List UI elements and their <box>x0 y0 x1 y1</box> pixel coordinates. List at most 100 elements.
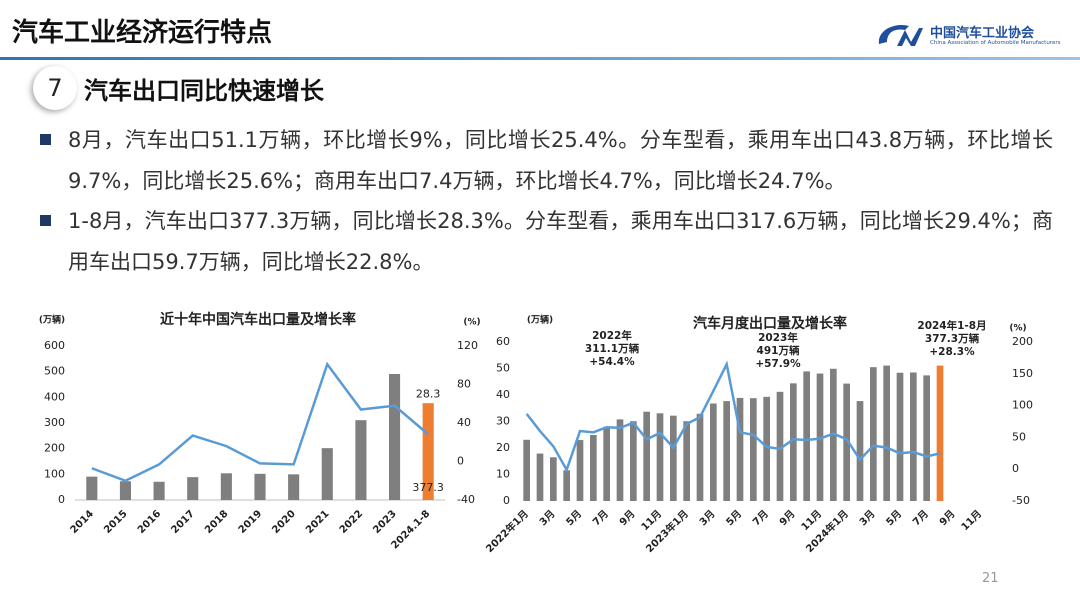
x-tick-label: 9月 <box>617 508 637 528</box>
y-tick-label: 300 <box>44 416 65 429</box>
bar <box>936 365 944 501</box>
bar <box>790 383 797 501</box>
y2-tick-label: 0 <box>1012 462 1019 475</box>
line <box>525 360 941 473</box>
chart-title: 汽车月度出口量及增长率 <box>693 315 847 332</box>
y-tick-label: 50 <box>496 362 510 375</box>
bar <box>696 413 704 501</box>
x-tick-label: 7月 <box>910 508 930 528</box>
org-name: 中国汽车工业协会 <box>930 26 1035 41</box>
bar <box>523 439 530 501</box>
x-tick-label: 2018 <box>203 508 230 535</box>
bar <box>603 426 610 501</box>
x-tick-label: 5月 <box>884 508 904 528</box>
x-tick-label: 2017 <box>170 508 197 535</box>
y-axis-label: (万辆) <box>527 314 553 326</box>
y-tick-label: 40 <box>496 388 510 401</box>
y-tick-label: 0 <box>503 494 510 507</box>
x-tick-label: 2020 <box>270 508 297 535</box>
y2-tick-label: 40 <box>457 416 471 429</box>
bar <box>843 383 850 501</box>
bar <box>355 420 367 500</box>
annotation: 491万辆 <box>757 344 800 357</box>
annotation: 377.3万辆 <box>925 332 980 345</box>
bar <box>288 474 300 500</box>
y-tick-label: 500 <box>44 365 65 378</box>
y-tick-label: 30 <box>496 415 510 428</box>
annotation: +54.4% <box>589 356 635 368</box>
x-tick-label: 5月 <box>564 508 584 528</box>
bar <box>643 411 650 501</box>
y2-tick-label: 200 <box>1012 335 1033 348</box>
slide-title: 汽车工业经济运行特点 <box>12 18 273 48</box>
x-tick-label: 5月 <box>724 508 744 528</box>
annotation: 311.1万辆 <box>585 342 640 355</box>
y-axis-label: (万辆) <box>39 314 65 326</box>
y2-tick-label: 100 <box>1012 399 1033 412</box>
bullet-marker <box>40 134 51 145</box>
section-title: 汽车出口同比快速增长 <box>84 77 324 105</box>
x-tick-label: 2016 <box>136 508 163 535</box>
org-name-en: China Association of Automobile Manufact… <box>930 40 1061 46</box>
x-tick-label: 2021 <box>304 508 331 535</box>
bar <box>187 477 199 500</box>
x-tick-label: 9月 <box>777 508 797 528</box>
bar <box>870 367 877 501</box>
x-tick-label: 2014 <box>69 508 96 535</box>
bar <box>254 473 266 500</box>
section-number: 7 <box>33 66 77 110</box>
bullet-marker <box>40 215 51 226</box>
bar <box>670 415 677 501</box>
bar <box>883 365 890 501</box>
data-label: 28.3 <box>416 387 441 400</box>
bar <box>856 401 864 501</box>
y2-tick-label: 80 <box>457 378 471 391</box>
bar <box>923 375 930 501</box>
y2-tick-label: -40 <box>457 493 475 506</box>
y-tick-label: 200 <box>44 442 65 455</box>
y-tick-label: 400 <box>44 390 65 403</box>
x-tick-label: 3月 <box>537 508 557 528</box>
x-tick-label: 11月 <box>959 508 984 533</box>
x-tick-label: 2019 <box>237 508 264 535</box>
bar <box>220 473 232 500</box>
x-tick-label: 2015 <box>102 508 129 535</box>
y2-tick-label: 50 <box>1012 430 1026 443</box>
data-label: 377.3 <box>412 481 444 494</box>
bar <box>683 421 690 501</box>
x-tick-label: 3月 <box>697 508 717 528</box>
bar <box>736 397 744 501</box>
bar <box>536 453 544 501</box>
annotation: 2022年 <box>592 329 632 342</box>
bar <box>422 403 434 500</box>
bar <box>656 413 664 501</box>
x-tick-label: 7月 <box>590 508 610 528</box>
y-tick-label: 20 <box>496 441 510 454</box>
bullet-text: 1-8月，汽车出口377.3万辆，同比增长28.3%。分车型看，乘用车出口317… <box>68 209 1053 274</box>
x-tick-label: 2022 <box>338 508 365 535</box>
x-tick-label: 11月 <box>799 508 824 533</box>
bar <box>86 476 98 500</box>
y2-axis-label: (%) <box>1009 324 1026 334</box>
bar <box>616 419 624 501</box>
y-tick-label: 100 <box>44 467 65 480</box>
y-tick-label: 60 <box>496 335 510 348</box>
bar <box>710 403 717 501</box>
page-number: 21 <box>982 571 999 586</box>
bar <box>563 470 570 501</box>
x-tick-label: 2023 <box>371 508 398 535</box>
bar <box>388 373 401 500</box>
bar <box>153 481 165 500</box>
x-tick-label: 9月 <box>937 508 957 528</box>
annotation: 2023年 <box>758 331 798 344</box>
bar <box>576 440 584 501</box>
annotation: +57.9% <box>755 358 801 370</box>
bar <box>630 421 637 501</box>
y2-axis-label: (%) <box>463 318 480 328</box>
bar <box>723 401 730 501</box>
logo-mark <box>878 24 923 46</box>
y-tick-label: 600 <box>44 339 65 352</box>
line <box>91 361 429 483</box>
